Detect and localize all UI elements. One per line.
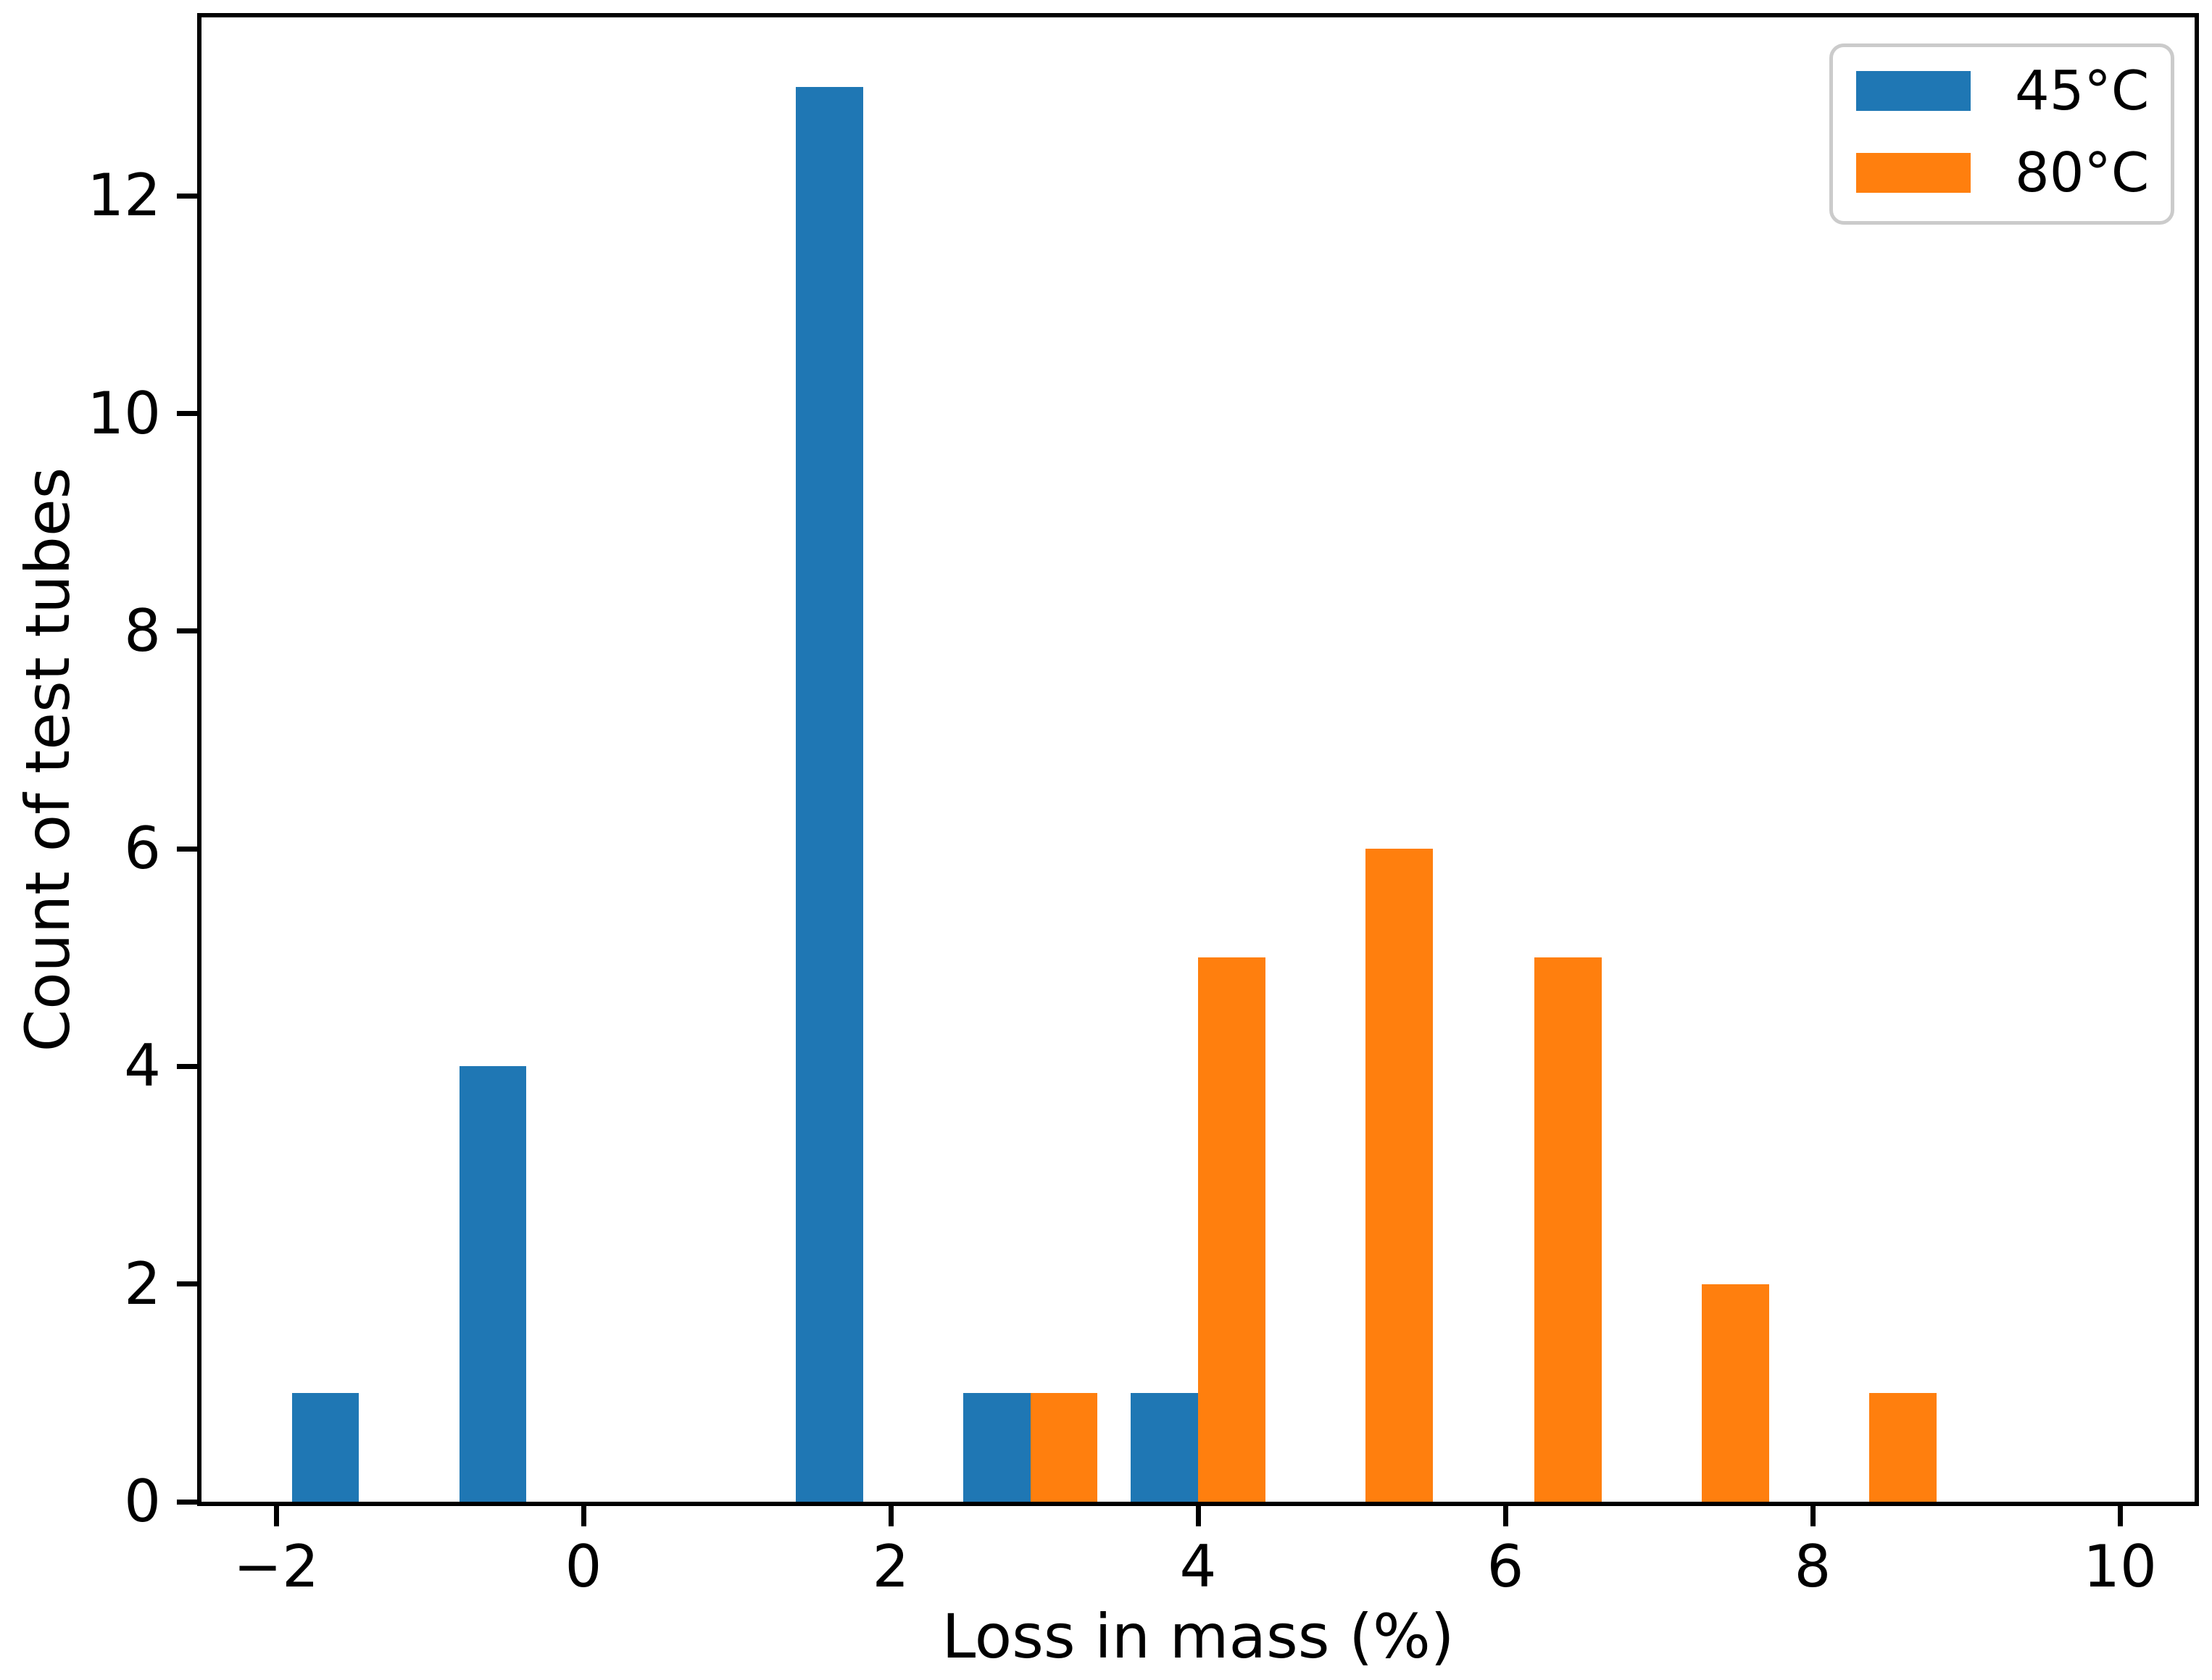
bar-45c-bin-3	[796, 87, 863, 1502]
y-tick-label: 6	[124, 815, 161, 883]
y-tick-mark	[177, 1499, 197, 1505]
bar-80c-bin-8	[1702, 1284, 1769, 1502]
bar-45c-bin-4	[963, 1392, 1031, 1502]
y-tick-label: 2	[124, 1249, 161, 1318]
y-tick-mark	[177, 628, 197, 634]
bar-80c-bin-7	[1534, 957, 1602, 1502]
x-tick-mark	[581, 1506, 586, 1526]
legend-label-45c: 45°C	[2015, 59, 2150, 122]
bar-45c-bin-1	[459, 1066, 527, 1502]
x-tick-mark	[1810, 1506, 1816, 1526]
legend: 45°C 80°C	[1829, 43, 2174, 225]
x-tick-label: 2	[872, 1533, 910, 1600]
bar-80c-bin-5	[1198, 957, 1265, 1502]
y-tick-mark	[177, 846, 197, 852]
x-tick-label: −2	[233, 1533, 319, 1600]
bar-45c-bin-5	[1131, 1392, 1198, 1502]
y-tick-mark	[177, 1063, 197, 1069]
plot-area	[197, 13, 2199, 1506]
legend-item-80c: 80°C	[1856, 141, 2150, 204]
bar-45c-bin-0	[291, 1392, 359, 1502]
y-tick-mark	[177, 193, 197, 199]
y-tick-label: 8	[124, 596, 161, 665]
bar-80c-bin-6	[1365, 849, 1433, 1502]
bar-80c-bin-9	[1869, 1392, 1937, 1502]
x-tick-mark	[1195, 1506, 1201, 1526]
y-axis-label: Count of test tubes	[12, 467, 83, 1052]
x-tick-mark	[888, 1506, 894, 1526]
x-axis-label: Loss in mass (%)	[941, 1601, 1455, 1672]
y-tick-mark	[177, 1281, 197, 1287]
bar-80c-bin-4	[1030, 1392, 1098, 1502]
x-tick-label: 6	[1487, 1533, 1524, 1600]
x-tick-label: 0	[565, 1533, 602, 1600]
legend-item-45c: 45°C	[1856, 59, 2150, 122]
y-tick-mark	[177, 411, 197, 416]
y-tick-label: 10	[87, 379, 161, 447]
legend-swatch-80c	[1856, 153, 1971, 193]
legend-swatch-45c	[1856, 71, 1971, 111]
x-tick-mark	[1502, 1506, 1508, 1526]
legend-label-80c: 80°C	[2015, 141, 2150, 204]
x-tick-mark	[2117, 1506, 2123, 1526]
x-tick-mark	[273, 1506, 279, 1526]
x-tick-label: 10	[2083, 1533, 2157, 1600]
y-tick-label: 4	[124, 1032, 161, 1100]
y-tick-label: 0	[124, 1468, 161, 1535]
y-tick-label: 12	[87, 162, 161, 230]
x-tick-label: 8	[1794, 1533, 1831, 1600]
x-tick-label: 4	[1179, 1533, 1217, 1600]
